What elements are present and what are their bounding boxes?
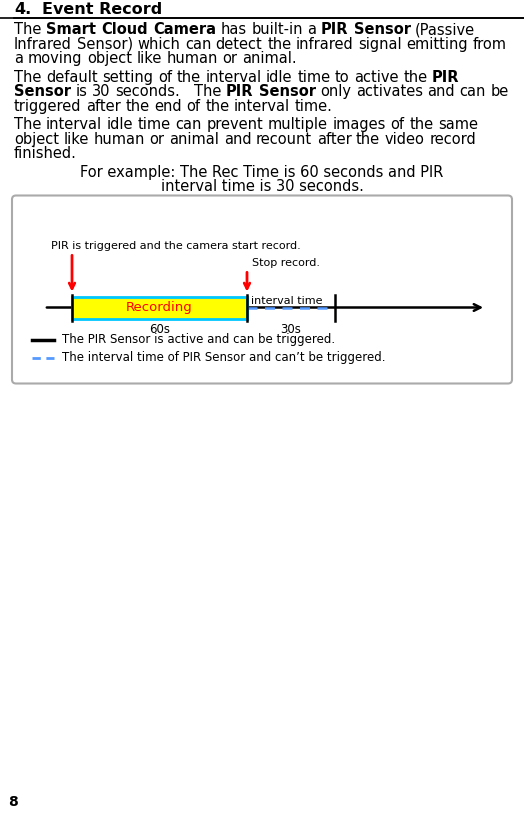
Text: PIR is triggered and the camera start record.: PIR is triggered and the camera start re…: [51, 241, 301, 250]
Text: of: of: [187, 99, 201, 113]
Text: Event Record: Event Record: [42, 2, 162, 17]
Text: the: the: [409, 117, 433, 132]
Text: which: which: [137, 36, 180, 52]
Text: infrared: infrared: [296, 36, 354, 52]
Text: after: after: [316, 131, 352, 146]
Text: the: the: [177, 70, 201, 85]
Text: and: and: [224, 131, 252, 146]
Text: 60s: 60s: [149, 323, 170, 336]
Text: PIR: PIR: [321, 22, 348, 37]
Text: time: time: [297, 70, 330, 85]
Text: a: a: [14, 51, 23, 66]
Text: The PIR Sensor is active and can be triggered.: The PIR Sensor is active and can be trig…: [62, 333, 335, 346]
Text: after: after: [86, 99, 121, 113]
Text: The: The: [14, 22, 41, 37]
Text: Smart: Smart: [46, 22, 96, 37]
Text: Stop record.: Stop record.: [252, 258, 320, 268]
Text: default: default: [46, 70, 97, 85]
Text: activates: activates: [356, 84, 423, 99]
Text: of: of: [158, 70, 172, 85]
Text: Infrared: Infrared: [14, 36, 72, 52]
Text: 4.: 4.: [14, 2, 31, 17]
Text: 8: 8: [8, 795, 18, 809]
Text: animal.: animal.: [242, 51, 297, 66]
Text: record: record: [429, 131, 476, 146]
Text: from: from: [473, 36, 507, 52]
Text: emitting: emitting: [407, 36, 468, 52]
Text: 30s: 30s: [280, 323, 301, 336]
Text: 30: 30: [92, 84, 111, 99]
Text: can: can: [176, 117, 202, 132]
Text: can: can: [185, 36, 211, 52]
Text: object: object: [87, 51, 132, 66]
Text: The interval time of PIR Sensor and can’t be triggered.: The interval time of PIR Sensor and can’…: [62, 351, 386, 364]
Text: the: the: [126, 99, 150, 113]
Text: the: the: [205, 99, 230, 113]
Text: to: to: [335, 70, 350, 85]
Text: moving: moving: [28, 51, 82, 66]
FancyBboxPatch shape: [12, 195, 512, 383]
Text: time: time: [138, 117, 171, 132]
Text: can: can: [460, 84, 486, 99]
Bar: [0, 0, 524, 18]
Text: The: The: [194, 84, 221, 99]
Text: like: like: [63, 131, 89, 146]
Text: idle: idle: [266, 70, 292, 85]
Text: interval time: interval time: [251, 296, 322, 305]
Text: multiple: multiple: [268, 117, 328, 132]
Text: built-in: built-in: [251, 22, 303, 37]
Text: active: active: [354, 70, 399, 85]
Text: signal: signal: [358, 36, 402, 52]
Text: triggered: triggered: [14, 99, 82, 113]
Text: finished.: finished.: [14, 146, 77, 161]
Text: is: is: [75, 84, 88, 99]
Text: interval: interval: [46, 117, 102, 132]
Text: end: end: [154, 99, 182, 113]
Text: same: same: [438, 117, 478, 132]
Text: animal: animal: [169, 131, 219, 146]
Text: images: images: [333, 117, 386, 132]
Text: the: the: [403, 70, 428, 85]
Text: Sensor: Sensor: [14, 84, 71, 99]
Text: The: The: [14, 117, 41, 132]
Text: be: be: [490, 84, 509, 99]
Text: Sensor: Sensor: [258, 84, 315, 99]
Text: of: of: [390, 117, 405, 132]
Text: Cloud: Cloud: [101, 22, 148, 37]
Text: setting: setting: [102, 70, 153, 85]
Text: interval: interval: [205, 70, 261, 85]
Text: PIR: PIR: [226, 84, 254, 99]
Text: the: the: [356, 131, 380, 146]
Text: prevent: prevent: [206, 117, 264, 132]
Text: only: only: [320, 84, 351, 99]
Text: Camera: Camera: [153, 22, 216, 37]
Text: or: or: [150, 131, 165, 146]
Text: a: a: [308, 22, 316, 37]
Text: video: video: [385, 131, 425, 146]
Text: (Passive: (Passive: [415, 22, 475, 37]
Text: and: and: [428, 84, 455, 99]
Text: human: human: [167, 51, 218, 66]
Text: detect: detect: [216, 36, 263, 52]
Text: For example: The Rec Time is 60 seconds and PIR: For example: The Rec Time is 60 seconds …: [80, 164, 444, 180]
Text: Sensor): Sensor): [77, 36, 133, 52]
Text: or: or: [222, 51, 237, 66]
Text: has: has: [221, 22, 247, 37]
Text: Recording: Recording: [126, 301, 193, 314]
Text: recount: recount: [256, 131, 312, 146]
Text: PIR: PIR: [432, 70, 460, 85]
Text: human: human: [94, 131, 145, 146]
Text: like: like: [136, 51, 162, 66]
Text: object: object: [14, 131, 59, 146]
Text: Sensor: Sensor: [354, 22, 411, 37]
Text: The: The: [14, 70, 41, 85]
Text: time.: time.: [294, 99, 333, 113]
Text: the: the: [267, 36, 291, 52]
Bar: [72, 296, 247, 319]
Text: interval time is 30 seconds.: interval time is 30 seconds.: [160, 179, 364, 194]
Text: seconds.: seconds.: [115, 84, 180, 99]
Text: interval: interval: [234, 99, 290, 113]
Text: idle: idle: [107, 117, 133, 132]
